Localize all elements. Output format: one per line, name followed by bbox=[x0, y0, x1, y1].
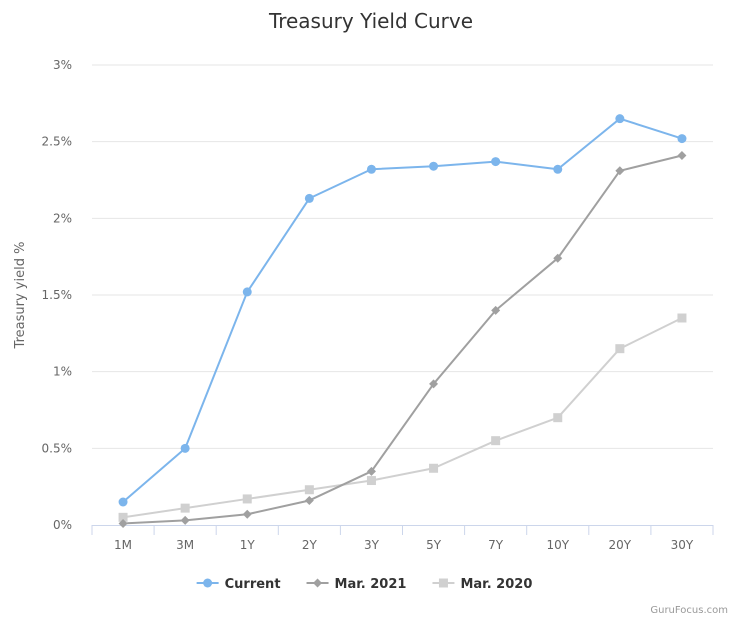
legend-symbol-marker bbox=[438, 578, 448, 588]
data-point-mar-2020[interactable] bbox=[118, 512, 128, 522]
x-tick-label: 7Y bbox=[488, 538, 504, 552]
y-axis-title: Treasury yield % bbox=[13, 242, 28, 350]
data-point-current[interactable] bbox=[366, 164, 376, 174]
y-tick-label: 2% bbox=[53, 211, 72, 225]
series-layer bbox=[118, 114, 687, 528]
data-point-mar-2020[interactable] bbox=[304, 485, 314, 495]
data-point-mar-2021[interactable] bbox=[615, 166, 625, 176]
data-point-current[interactable] bbox=[180, 443, 190, 453]
chart-title: Treasury Yield Curve bbox=[268, 9, 473, 33]
data-point-current[interactable] bbox=[491, 157, 501, 167]
axis-layer: 0% 0.5% 1% 1.5% 2% 2.5% 3% 1M 3M 1Y 2Y 3Y 5Y 7Y 10Y 20Y… bbox=[42, 58, 714, 552]
data-point-mar-2020[interactable] bbox=[553, 413, 563, 423]
x-tick-label: 2Y bbox=[302, 538, 318, 552]
x-tick-label: 30Y bbox=[671, 538, 694, 552]
series-mar-2021[interactable] bbox=[118, 150, 687, 528]
series-line-current[interactable] bbox=[122, 117, 683, 503]
series-current[interactable] bbox=[118, 114, 687, 507]
data-point-mar-2021[interactable] bbox=[677, 150, 687, 160]
data-point-mar-2020[interactable] bbox=[366, 476, 376, 486]
legend-label: Mar. 2020 bbox=[460, 577, 532, 592]
x-tick-label: 20Y bbox=[609, 538, 632, 552]
data-point-mar-2021[interactable] bbox=[491, 305, 501, 315]
legend-label: Mar. 2021 bbox=[335, 577, 407, 592]
x-tick-label: 3Y bbox=[364, 538, 380, 552]
series-line-mar-2021[interactable] bbox=[122, 154, 683, 525]
data-point-mar-2021[interactable] bbox=[366, 466, 376, 476]
data-point-current[interactable] bbox=[118, 497, 128, 507]
y-tick-label: 0.5% bbox=[42, 441, 73, 455]
y-tick-label: 1.5% bbox=[42, 288, 73, 302]
y-tick-label: 3% bbox=[53, 58, 72, 72]
legend-symbol-marker bbox=[203, 578, 213, 588]
credit-text[interactable]: GuruFocus.com bbox=[650, 605, 728, 616]
x-tick-label: 3M bbox=[176, 538, 194, 552]
data-point-current[interactable] bbox=[677, 134, 687, 144]
data-point-current[interactable] bbox=[429, 161, 439, 171]
x-tick-label: 5Y bbox=[426, 538, 442, 552]
x-tick-label: 1Y bbox=[240, 538, 256, 552]
legend-label: Current bbox=[225, 577, 281, 592]
series-mar-2020[interactable] bbox=[118, 313, 687, 522]
data-point-mar-2021[interactable] bbox=[242, 509, 252, 519]
x-tick-label: 1M bbox=[114, 538, 132, 552]
legend[interactable]: Current Mar. 2021 Mar. 2020 bbox=[196, 577, 533, 592]
data-point-mar-2020[interactable] bbox=[491, 436, 501, 446]
legend-item-mar-2021[interactable]: Mar. 2021 bbox=[306, 577, 407, 592]
data-point-mar-2021[interactable] bbox=[429, 379, 439, 389]
data-point-mar-2021[interactable] bbox=[304, 495, 314, 505]
data-point-mar-2021[interactable] bbox=[180, 515, 190, 525]
data-point-current[interactable] bbox=[242, 287, 252, 297]
legend-item-current[interactable]: Current bbox=[196, 577, 281, 592]
data-point-mar-2020[interactable] bbox=[429, 463, 439, 473]
y-tick-label: 2.5% bbox=[42, 135, 73, 149]
data-point-current[interactable] bbox=[553, 164, 563, 174]
data-point-current[interactable] bbox=[304, 193, 314, 203]
x-tick-label: 10Y bbox=[546, 538, 569, 552]
data-point-current[interactable] bbox=[615, 114, 625, 124]
grid-layer bbox=[92, 64, 713, 449]
data-point-mar-2021[interactable] bbox=[553, 253, 563, 263]
legend-symbol-marker bbox=[313, 578, 323, 588]
data-point-mar-2020[interactable] bbox=[180, 503, 190, 513]
legend-item-mar-2020[interactable]: Mar. 2020 bbox=[432, 577, 532, 592]
data-point-mar-2020[interactable] bbox=[242, 494, 252, 504]
data-point-mar-2020[interactable] bbox=[677, 313, 687, 323]
data-point-mar-2021[interactable] bbox=[118, 518, 128, 528]
series-line-mar-2020[interactable] bbox=[122, 317, 683, 519]
y-tick-label: 0% bbox=[53, 518, 72, 532]
y-tick-label: 1% bbox=[53, 365, 72, 379]
data-point-mar-2020[interactable] bbox=[615, 344, 625, 354]
